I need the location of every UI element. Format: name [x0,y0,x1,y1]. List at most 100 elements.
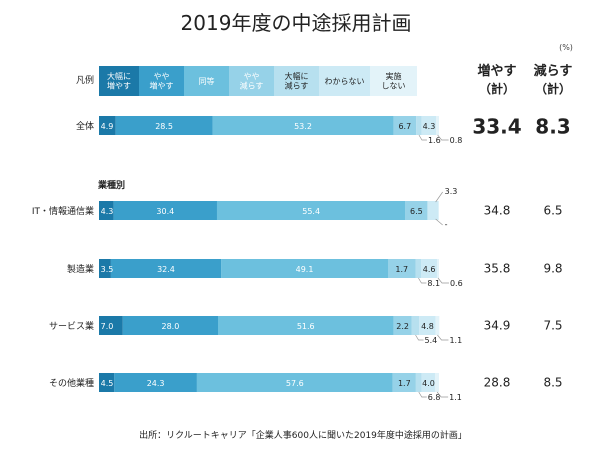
value-label: 55.4 [302,207,320,216]
value-label: 1.6 [428,136,441,145]
section-label: 業種別 [97,179,125,191]
bar-segment [110,259,222,278]
bar-segment [388,259,416,278]
bar-segment [416,116,422,135]
legend-label: 同等 [199,76,215,86]
bar-segment [212,116,394,135]
chart-row: その他業種 4.5 24.3 57.6 1.7 4.0 6.8 1.1 28.8 8.5 [49,373,563,402]
category-label: サービス業 [49,320,94,332]
leader-line [437,334,449,341]
bar-segment [99,373,115,392]
bar-segment [393,316,412,335]
value-label: 6.5 [410,207,423,216]
legend-label: 実施しない [382,71,406,91]
value-label: 1.7 [398,379,411,388]
bar-segment [421,373,436,392]
value-label: 24.3 [147,379,165,388]
legend-swatch [139,66,184,96]
legend-swatch [319,66,370,96]
bar-segment [115,116,213,135]
bar-segment [99,259,111,278]
leader-line [437,277,449,284]
summary-header-title: 増やす [477,63,516,79]
value-label: 4.3 [101,207,114,216]
increase-total: 33.4 [472,115,521,139]
value-label: 4.9 [101,122,114,131]
summary-header-sub: （計） [479,81,515,96]
legend-swatch [99,66,139,96]
legend-swatch [229,66,274,96]
legend-label: 大幅に増やす [107,71,131,91]
chart-row: IT・情報通信業 4.3 30.4 55.4 6.5 3.3 - 34.8 6.5 [32,187,563,229]
bar-segment [435,316,440,335]
value-label: 3.3 [445,187,458,196]
chart-row: 製造業 3.5 32.4 49.1 1.7 4.6 8.1 0.6 35.8 9.8 [67,259,563,288]
legend-swatch [274,66,319,96]
value-label: - [445,220,448,229]
legend-swatch [184,66,229,96]
increase-total: 28.8 [484,376,511,390]
summary-headers: 増やす （計） 減らす （計） [477,63,572,96]
bar-segment [427,201,439,220]
bar-segment [122,316,218,335]
bar-segment [221,259,388,278]
value-label: 1.7 [395,265,408,274]
bar-segment [415,259,422,278]
bar-segment [436,116,439,135]
bar-segment [392,373,416,392]
value-label: 1.1 [449,336,462,345]
value-label: 6.7 [398,122,411,131]
legend-row-label: 凡例 [76,74,94,86]
legend-swatch [370,66,417,96]
value-label: 4.8 [421,322,434,331]
bar-segment [196,373,393,392]
bar-segment [435,373,439,392]
summary-header-sub: （計） [535,81,571,96]
value-label: 0.6 [450,279,463,288]
bar-segment [99,316,123,335]
bar-segment [393,116,417,135]
increase-total: 35.8 [484,262,511,276]
bar-segment [218,316,394,335]
leader-line [418,391,427,398]
leader-line [435,191,443,203]
bar-segment [405,201,428,220]
bar-segment [99,201,114,220]
value-label: 4.5 [101,379,114,388]
value-label: 0.8 [450,136,463,145]
leader-line [418,134,427,141]
category-label: 製造業 [67,263,94,275]
category-label: その他業種 [49,377,94,389]
bar-segment [411,316,420,335]
value-label: 4.0 [422,379,435,388]
value-label: 28.0 [161,322,179,331]
legend-label: わからない [325,77,365,86]
value-label: 32.4 [157,265,175,274]
value-label: 28.5 [155,122,173,131]
value-label: 53.2 [294,122,312,131]
leader-line [415,334,424,341]
decrease-total: 6.5 [543,204,562,218]
chart-title: 2019年度の中途採用計画 [181,11,412,35]
bar-segment [415,373,422,392]
legend-label: 大幅に減らす [285,71,309,91]
value-label: 8.1 [427,279,440,288]
bar-segment [421,259,437,278]
value-label: 3.5 [101,265,114,274]
leader-line [435,218,443,226]
bar-segment [99,116,116,135]
unit-label: (%) [559,43,573,52]
value-label: 4.6 [423,265,436,274]
value-label: 57.6 [286,379,304,388]
source-note: 出所：リクルートキャリア「企業人事600人に聞いた2019年度中途採用の計画」 [139,429,467,441]
bar-segment [421,116,437,135]
chart-row: 全体 4.9 28.5 53.2 6.7 4.3 1.6 0.8 33.4 8.3 [76,115,571,146]
increase-total: 34.8 [484,204,511,218]
bar-segment [419,316,436,335]
chart-row: サービス業 7.0 28.0 51.6 2.2 4.8 5.4 1.1 34.9 7.5 [49,316,563,345]
bar-segment [216,201,406,220]
value-label: 5.4 [425,336,438,345]
bar-segment [114,373,197,392]
